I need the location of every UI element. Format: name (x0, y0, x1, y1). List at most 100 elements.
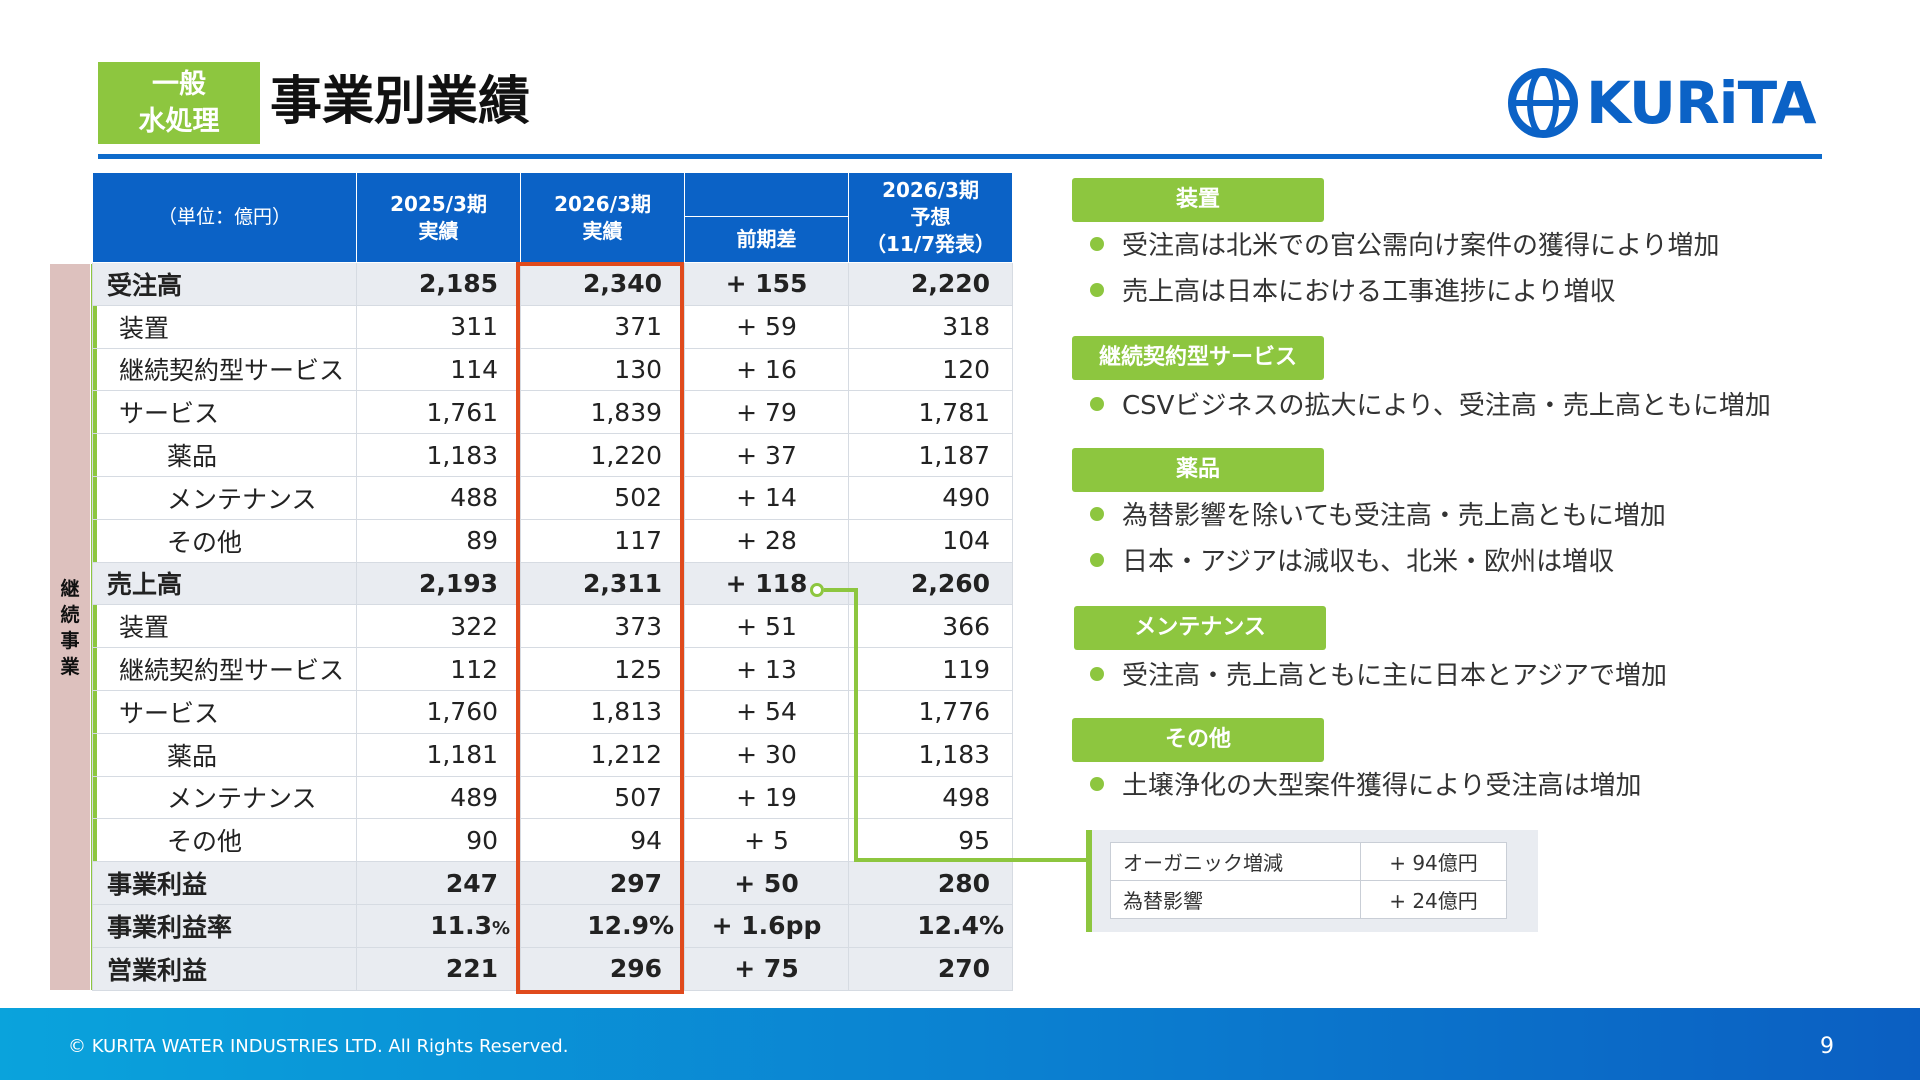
table-row: 継続契約型サービス 112 125 + 13 119 (91, 647, 1014, 691)
breakdown-label: オーガニック増減 (1110, 842, 1361, 881)
note-header-equipment: 装置 (1072, 178, 1324, 222)
note-header-other: その他 (1072, 718, 1324, 762)
segment-results-table: （単位：億円） 2025/3期 実績 2026/3期 実績 2026/3期 予想 （11… (91, 172, 1014, 991)
value-diff: + 54 (684, 689, 850, 734)
value-2025: 311 (356, 304, 522, 349)
value-2025: 1,760 (356, 689, 522, 734)
value-2026: 2,340 (520, 262, 686, 306)
connector-dot (810, 583, 824, 597)
table-row: その他 90 94 + 5 95 (91, 818, 1014, 863)
value-2025: 11.3% (356, 903, 522, 948)
table-row: 装置 311 371 + 59 318 (91, 304, 1014, 349)
value-forecast: 1,781 (848, 390, 1014, 435)
table-row: 装置 322 373 + 51 366 (91, 604, 1014, 649)
value-forecast: 119 (848, 647, 1014, 691)
note-bullet: 売上高は日本における工事進捗により増収 (1090, 274, 1615, 310)
note-bullet: CSVビジネスの拡大により、受注高・売上高ともに増加 (1090, 388, 1771, 424)
note-bullet: 受注高は北米での官公需向け案件の獲得により増加 (1090, 228, 1719, 264)
value-forecast: 104 (848, 518, 1014, 563)
value-forecast: 318 (848, 304, 1014, 349)
value-2025: 1,183 (356, 433, 522, 477)
value-2025: 112 (356, 647, 522, 691)
side-label-char: 続 (60, 604, 80, 626)
note-bullet: 日本・アジアは減収も、北米・欧州は増収 (1090, 544, 1614, 580)
footer-bar (0, 1008, 1920, 1080)
value-diff: + 75 (684, 946, 850, 991)
value-forecast: 1,776 (848, 689, 1014, 734)
value-2026: 502 (520, 475, 686, 520)
note-bullet: 為替影響を除いても受注高・売上高ともに増加 (1090, 498, 1666, 534)
row-label: その他 (91, 818, 358, 863)
col-header-diff-top (684, 172, 850, 217)
breakdown-label: 為替影響 (1110, 880, 1361, 919)
unit-header: （単位：億円） (91, 172, 358, 263)
segment-badge-line2: 水処理 (138, 106, 220, 137)
value-forecast: 270 (848, 946, 1014, 991)
table-row: 営業利益 221 296 + 75 270 (91, 946, 1014, 991)
value-diff: + 30 (684, 732, 850, 777)
value-2025: 114 (356, 347, 522, 392)
row-label: 薬品 (91, 732, 358, 777)
side-label-char: 継 (60, 578, 80, 600)
row-label: その他 (91, 518, 358, 563)
value-diff: + 19 (684, 775, 850, 820)
row-label: 薬品 (91, 433, 358, 477)
kurita-logo-text: KURiTA (1586, 69, 1817, 137)
row-label: サービス (91, 390, 358, 435)
kurita-logo-icon (1508, 68, 1578, 138)
value-2025: 247 (356, 861, 522, 905)
value-diff: + 16 (684, 347, 850, 392)
col-header-2025: 2025/3期 実績 (356, 172, 522, 263)
breakdown-value: + 24億円 (1360, 880, 1507, 919)
value-2025: 2,193 (356, 561, 522, 606)
table-row: 事業利益 247 297 + 50 280 (91, 861, 1014, 905)
value-2025: 90 (356, 818, 522, 863)
value-forecast: 95 (848, 818, 1014, 863)
col-header-2026: 2026/3期 実績 (520, 172, 686, 263)
value-diff: + 14 (684, 475, 850, 520)
connector-line (854, 858, 1088, 862)
note-bullet: 土壌浄化の大型案件獲得により受注高は増加 (1090, 768, 1641, 804)
kurita-logo: KURiTA (1506, 66, 1822, 140)
table-row: 為替影響 + 24億円 (1110, 880, 1507, 919)
breakdown-value: + 94億円 (1360, 842, 1507, 881)
value-2026: 94 (520, 818, 686, 863)
sales-breakdown-inset: オーガニック増減 + 94億円 為替影響 + 24億円 (1086, 830, 1538, 932)
table-row: メンテナンス 488 502 + 14 490 (91, 475, 1014, 520)
value-forecast: 498 (848, 775, 1014, 820)
table-row: その他 89 117 + 28 104 (91, 518, 1014, 563)
note-header-contract-service: 継続契約型サービス (1072, 336, 1324, 380)
row-label: 事業利益率 (91, 903, 358, 948)
table-row: 事業利益率 11.3% 12.9% + 1.6pp 12.4% (91, 903, 1014, 948)
table-row: 受注高 2,185 2,340 + 155 2,220 (91, 262, 1014, 306)
value-diff: + 5 (684, 818, 850, 863)
value-2026: 297 (520, 861, 686, 905)
table-row: 薬品 1,181 1,212 + 30 1,183 (91, 732, 1014, 777)
value-forecast: 1,187 (848, 433, 1014, 477)
row-label: メンテナンス (91, 475, 358, 520)
value-2026: 130 (520, 347, 686, 392)
value-forecast: 12.4% (848, 903, 1014, 948)
value-diff: + 59 (684, 304, 850, 349)
side-label-char: 事 (60, 630, 80, 652)
col-header-forecast: 2026/3期 予想 （11/7発表） (848, 172, 1014, 263)
continuing-business-label: 継 続 事 業 (50, 576, 90, 680)
value-2026: 296 (520, 946, 686, 991)
table-row: メンテナンス 489 507 + 19 498 (91, 775, 1014, 820)
connector-line (854, 588, 858, 862)
value-forecast: 280 (848, 861, 1014, 905)
table-row: 継続契約型サービス 114 130 + 16 120 (91, 347, 1014, 392)
value-diff: + 13 (684, 647, 850, 691)
value-2025: 322 (356, 604, 522, 649)
value-forecast: 1,183 (848, 732, 1014, 777)
row-label: 継続契約型サービス (91, 647, 358, 691)
value-diff: + 1.6pp (684, 903, 850, 948)
value-2026: 373 (520, 604, 686, 649)
connector-line (824, 588, 858, 592)
value-diff: + 118 (684, 561, 850, 606)
table-row: サービス 1,760 1,813 + 54 1,776 (91, 689, 1014, 734)
note-header-chemicals: 薬品 (1072, 448, 1324, 492)
sales-breakdown-table: オーガニック増減 + 94億円 為替影響 + 24億円 (1110, 842, 1507, 919)
row-label: 装置 (91, 304, 358, 349)
row-label: メンテナンス (91, 775, 358, 820)
